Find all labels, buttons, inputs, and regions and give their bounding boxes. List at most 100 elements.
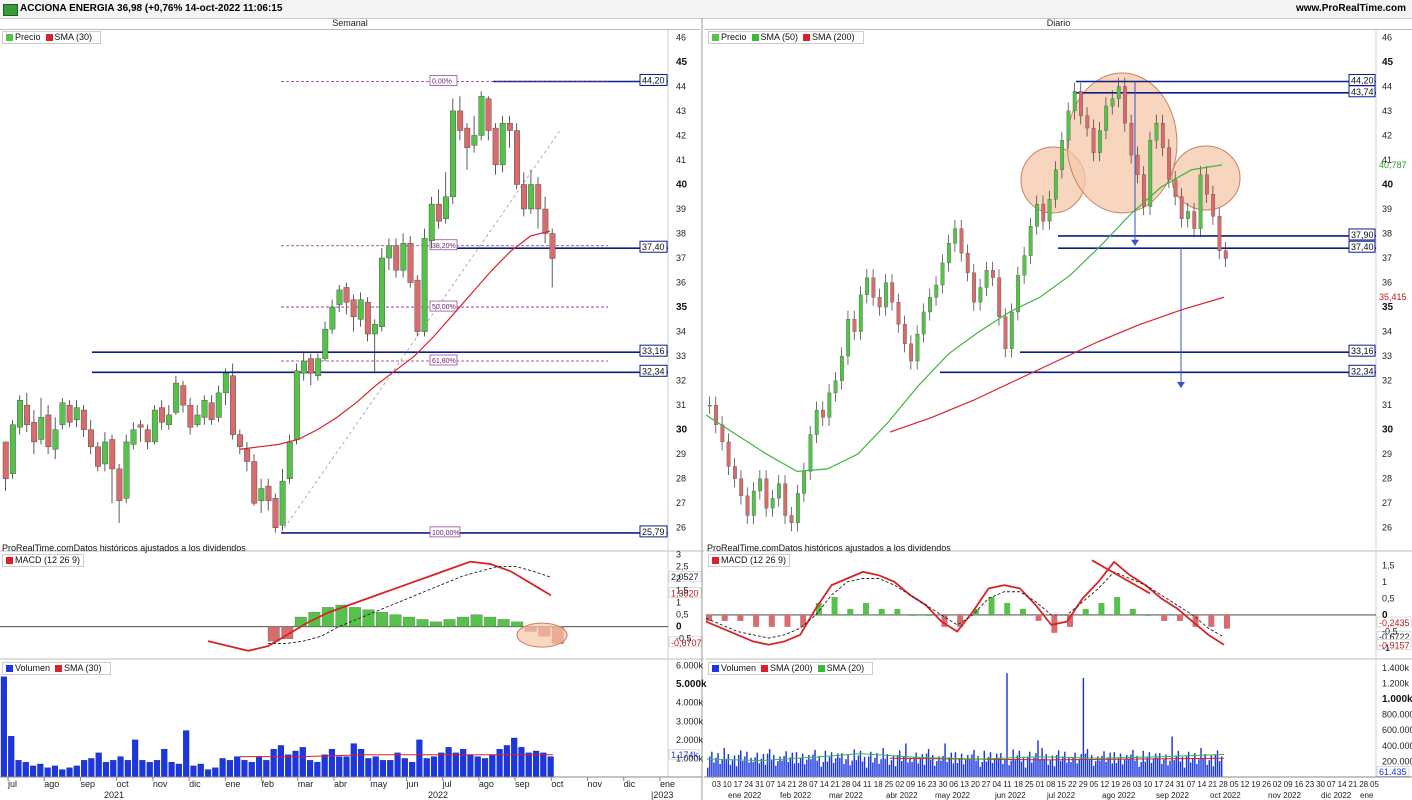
y-tick-label: 6.000k — [676, 661, 704, 671]
x-year-label: 2022 — [428, 790, 448, 800]
divergence-line — [1091, 559, 1151, 595]
volume-bar — [1128, 759, 1130, 777]
candle-body — [542, 208, 549, 234]
volume-bar — [1192, 757, 1194, 777]
x-tick-label: 15 — [1057, 780, 1066, 789]
x-month-label: dic 2022 — [1321, 791, 1352, 800]
x-tick-label: mar — [298, 779, 314, 789]
volume-bar — [944, 743, 946, 777]
x-tick-label: 13 — [960, 780, 969, 789]
weekly-volume-chart[interactable]: 1.174k — [0, 676, 700, 778]
sma200-line — [889, 296, 1225, 433]
daily-price-chart[interactable]: 44,20 43,74 37,90 37,40 33,16 32,34 40,787 35,4… — [705, 72, 1407, 532]
weekly-macd-chart[interactable]: 2,0527 1,3820 -0,6707 — [0, 560, 702, 652]
candle-body — [959, 228, 964, 254]
x-tick-label: ago — [44, 779, 59, 789]
volume-bar — [1218, 761, 1221, 777]
fibonacci-label: 38,20% — [432, 243, 456, 250]
candle-body — [222, 373, 229, 394]
candle-body — [208, 402, 215, 421]
weekly-price-chart[interactable]: 44,20 37,40 33,16 32,34 25,79 0,00% 38,20% 50,0… — [2, 73, 668, 538]
volume-bar — [1018, 750, 1021, 777]
volume-bar — [849, 765, 851, 777]
signal-line — [705, 571, 1225, 639]
x-tick-label: 07 — [1327, 780, 1336, 789]
volume-bar — [715, 757, 717, 777]
volume-bar — [314, 761, 321, 778]
site-link[interactable]: www.ProRealTime.com — [1295, 3, 1406, 14]
candle-body — [934, 284, 939, 298]
volume-bar — [343, 756, 350, 778]
volume-bar — [923, 764, 926, 777]
candle-body — [229, 375, 236, 435]
candle-body — [450, 110, 456, 197]
volume-bar — [1196, 763, 1198, 777]
volume-bar — [1109, 752, 1111, 777]
volume-bar — [822, 762, 825, 777]
daily-macd-chart[interactable]: -0,2435 -0,6722-0,9157 — [705, 559, 1412, 650]
candle-body — [984, 270, 989, 288]
y-tick-label: 1.000k — [676, 753, 704, 763]
volume-bar — [1000, 753, 1002, 777]
volume-bar — [445, 747, 452, 778]
candle-body — [1173, 179, 1178, 197]
daily-volume-chart[interactable]: 61.435 — [706, 673, 1410, 777]
volume-bar — [1121, 764, 1124, 777]
app-logo-icon — [3, 4, 18, 16]
legend-item-price: Precio — [6, 32, 41, 42]
volume-bar — [808, 755, 810, 777]
x-year-label: 2021 — [104, 790, 124, 800]
level-label-box — [1348, 228, 1376, 241]
y-tick-label: 37 — [676, 253, 686, 263]
histogram-bar — [403, 616, 415, 627]
x-month-label: jul 2022 — [1046, 791, 1076, 800]
volume-bar — [973, 749, 975, 777]
candle-body — [301, 360, 307, 374]
legend-swatch — [712, 34, 719, 42]
volume-bar — [1130, 754, 1132, 777]
candle-body — [123, 441, 130, 499]
x-tick-label: dic — [189, 779, 201, 789]
volume-bar — [1123, 759, 1126, 777]
histogram-bar — [784, 614, 791, 627]
volume-bar — [797, 762, 800, 777]
volume-bar — [95, 752, 102, 778]
y-tick-label: 28 — [676, 474, 686, 484]
volume-bar — [956, 762, 959, 777]
volume-bar — [416, 739, 423, 778]
volume-bar — [1117, 758, 1120, 777]
fibonacci-label-box — [429, 239, 458, 251]
candle-body — [379, 257, 385, 327]
volume-bar — [886, 754, 889, 777]
volume-bar — [255, 756, 263, 778]
volume-bar — [830, 752, 833, 777]
histogram-bar — [925, 614, 932, 616]
volume-bar — [931, 755, 934, 777]
volume-bar — [733, 755, 736, 777]
y-tick-label: 28 — [1382, 474, 1392, 484]
legend-swatch — [6, 665, 13, 673]
histogram-bar — [768, 614, 775, 627]
candle-body — [884, 282, 888, 308]
histogram-bar — [941, 614, 948, 627]
volume-bar — [1206, 764, 1208, 777]
volume-bar — [540, 752, 547, 778]
x-tick-label: 09 — [906, 780, 915, 789]
histogram-bar — [267, 626, 280, 642]
volume-bar — [946, 762, 948, 777]
volume-bar — [1165, 754, 1167, 777]
histogram-bar — [737, 614, 744, 621]
legend-swatch — [803, 34, 811, 42]
macd-value-label: -0,9157 — [1379, 640, 1410, 650]
volume-bar — [826, 761, 829, 777]
volume-bar — [263, 760, 270, 778]
candle-body — [928, 297, 932, 313]
volume-bar — [960, 753, 963, 777]
y-tick-label: 39 — [676, 204, 686, 214]
volume-bar — [1022, 756, 1025, 777]
volume-bar — [1041, 747, 1043, 777]
candle-body — [915, 333, 920, 362]
histogram-bar — [470, 614, 483, 627]
volume-bar — [409, 761, 416, 778]
y-tick-label: 2.000k — [676, 735, 704, 745]
